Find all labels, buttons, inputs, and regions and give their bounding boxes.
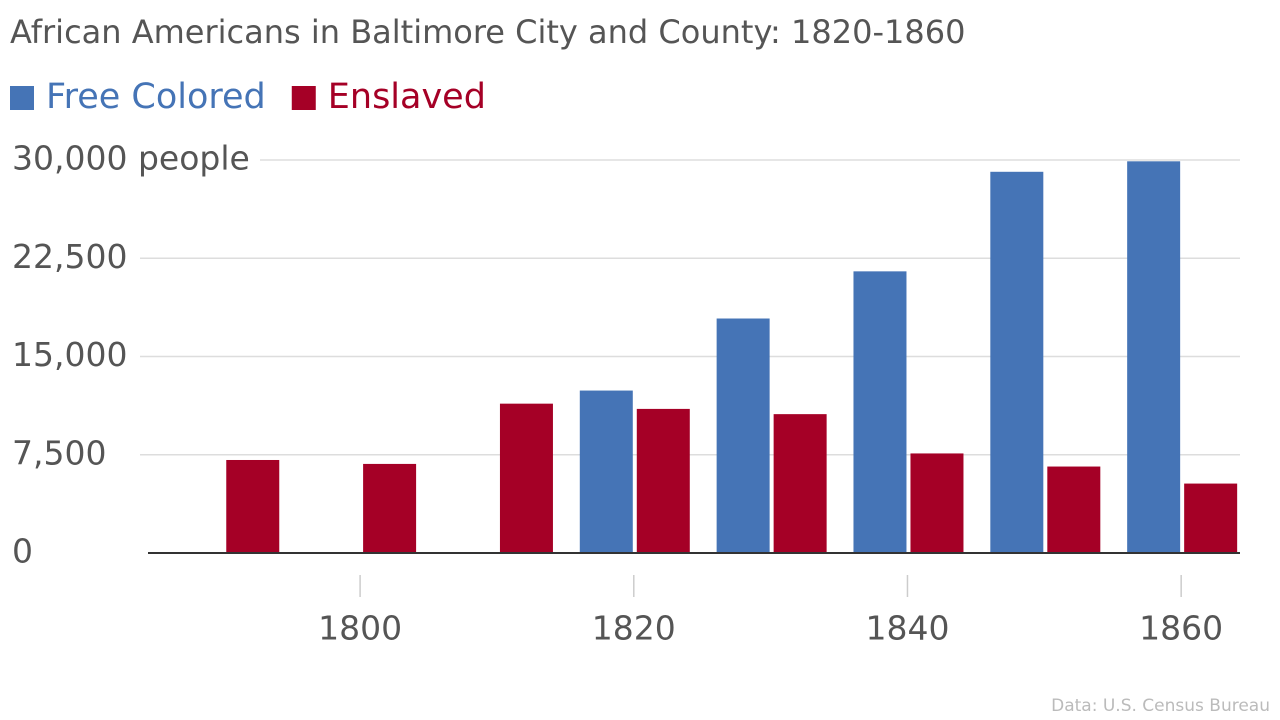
bar	[716, 318, 770, 553]
y-tick-label: 7,500	[12, 433, 106, 472]
x-tick-label: 1840	[865, 609, 949, 648]
legend-swatch	[291, 86, 316, 110]
bar	[910, 453, 964, 553]
bar	[363, 463, 417, 553]
bar	[636, 408, 690, 553]
source-note: Data: U.S. Census Bureau	[1051, 696, 1270, 716]
x-tick-label: 1860	[1139, 609, 1223, 648]
bar	[1047, 466, 1101, 553]
bar	[226, 459, 280, 553]
x-tick-label: 1820	[592, 609, 676, 648]
chart-title: African Americans in Baltimore City and …	[10, 13, 965, 51]
x-tick-label: 1800	[318, 609, 402, 648]
bar	[1184, 483, 1238, 553]
bar	[773, 414, 827, 553]
legend-label: Free Colored	[46, 77, 266, 117]
y-tick-label: 22,500	[12, 237, 127, 276]
bar	[579, 390, 633, 553]
legend-label: Enslaved	[328, 77, 486, 117]
y-tick-label: 30,000 people	[12, 139, 250, 178]
bar	[1127, 161, 1181, 553]
bar	[499, 403, 553, 553]
y-tick-label: 0	[12, 532, 33, 571]
bar	[853, 271, 907, 553]
legend-swatch	[10, 86, 34, 110]
y-tick-label: 15,000	[12, 335, 127, 374]
bar	[990, 171, 1044, 554]
